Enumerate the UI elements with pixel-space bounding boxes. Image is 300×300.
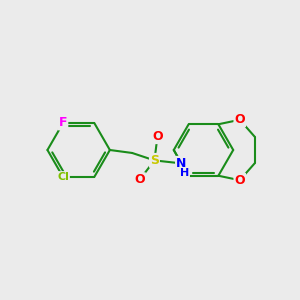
Text: N: N <box>176 157 186 170</box>
Text: O: O <box>152 130 163 143</box>
Text: O: O <box>134 173 145 186</box>
Text: S: S <box>150 154 159 167</box>
Text: O: O <box>234 113 245 126</box>
Text: F: F <box>59 116 67 130</box>
Text: H: H <box>180 168 189 178</box>
Text: Cl: Cl <box>57 172 69 182</box>
Text: O: O <box>234 174 245 187</box>
